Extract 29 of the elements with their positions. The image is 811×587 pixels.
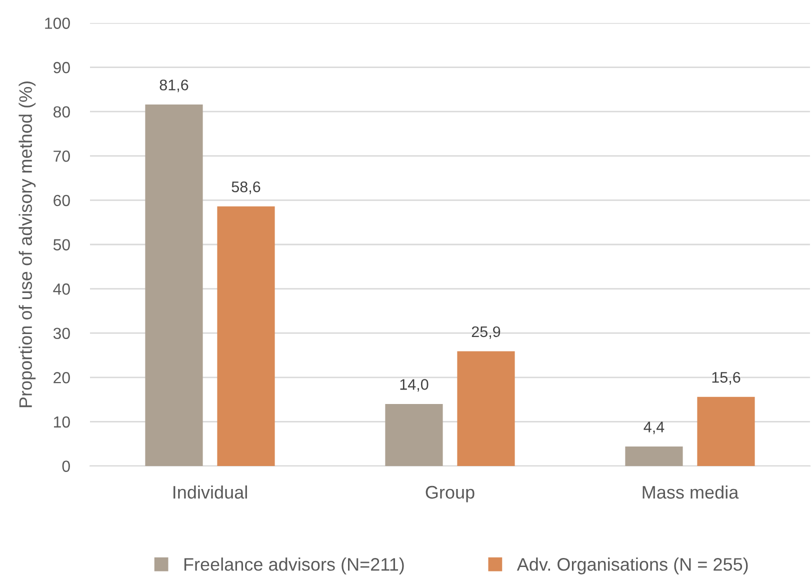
y-tick-label: 20 bbox=[54, 372, 70, 384]
y-tick-label: 60 bbox=[54, 194, 70, 206]
y-tick-label: 50 bbox=[53, 239, 70, 250]
y-tick-label: 30 bbox=[53, 328, 70, 340]
x-tick-label: Mass media bbox=[642, 485, 739, 499]
data-label: 81,6 bbox=[160, 80, 188, 92]
data-label: 4,4 bbox=[644, 422, 664, 434]
y-tick-label: 0 bbox=[62, 460, 70, 472]
legend-label: Adv. Organisations (N = 255) bbox=[516, 558, 748, 574]
x-tick-label: Individual bbox=[174, 485, 247, 499]
y-tick-label: 80 bbox=[53, 106, 70, 118]
data-label: 14,0 bbox=[400, 379, 428, 392]
y-tick-label: 40 bbox=[53, 283, 70, 295]
data-label: 58,6 bbox=[232, 181, 260, 194]
y-axis-title: Proportion of use of advisory method (%) bbox=[18, 82, 36, 408]
y-tick-label: 100 bbox=[45, 18, 70, 29]
bar bbox=[145, 104, 203, 466]
bar bbox=[217, 206, 275, 466]
x-tick-label: Group bbox=[426, 486, 474, 502]
legend-label: Freelance advisors (N=211) bbox=[184, 558, 404, 574]
bar bbox=[457, 351, 515, 466]
y-tick-label: 10 bbox=[54, 416, 70, 428]
bar bbox=[625, 446, 683, 466]
bar bbox=[385, 404, 443, 466]
y-tick-label: 90 bbox=[54, 62, 70, 74]
data-label: 15,6 bbox=[712, 372, 740, 385]
y-tick-label: 70 bbox=[54, 150, 70, 162]
bar bbox=[697, 396, 755, 466]
data-label: 25,9 bbox=[472, 326, 500, 339]
